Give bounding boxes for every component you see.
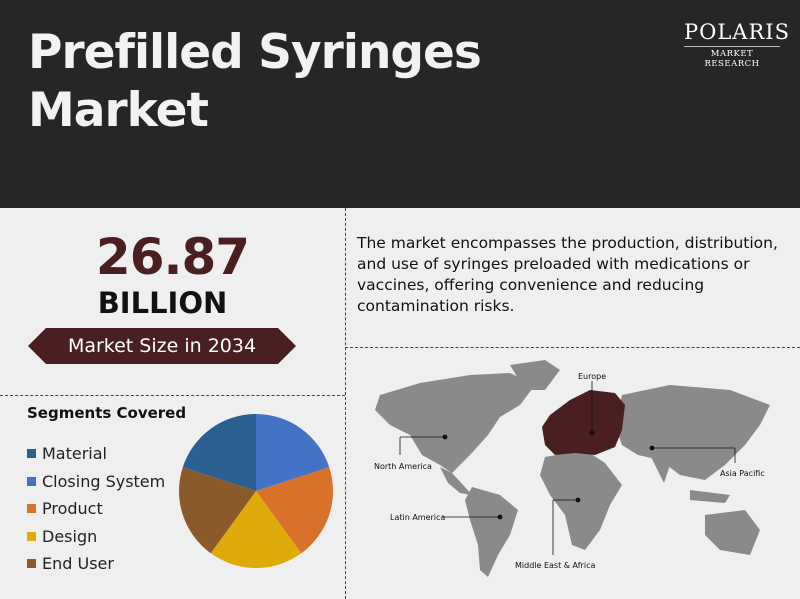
north-america-shape: [375, 373, 535, 473]
greenland-shape: [510, 360, 560, 390]
south-america-shape: [465, 487, 518, 577]
pie-slice-product: [256, 467, 333, 554]
pie-slice-material: [182, 414, 256, 491]
europe-shape: [542, 390, 625, 455]
map-leaders: [399, 381, 736, 555]
legend-label: Design: [42, 526, 98, 546]
legend-item: Closing System: [27, 468, 165, 496]
legend-swatch: [27, 449, 36, 459]
legend-swatch: [27, 476, 36, 486]
label-europe: Europe: [578, 372, 606, 381]
indonesia-shape: [690, 490, 730, 503]
pie-slice-closing-system: [256, 414, 330, 491]
market-size-banner: Market Size in 2034: [28, 328, 296, 364]
central-america-shape: [440, 467, 472, 495]
market-value: 26.87: [95, 228, 250, 286]
legend-item: Design: [27, 523, 165, 551]
pie-slice-end-user: [179, 467, 256, 554]
label-middle-east-africa: Middle East & Africa: [515, 561, 595, 570]
logo: POLARIS MARKET RESEARCH: [684, 20, 790, 69]
label-latin-america: Latin America: [390, 513, 445, 522]
market-unit: BILLION: [97, 286, 228, 320]
segments-pie-chart: [179, 414, 333, 568]
legend-item: End User: [27, 550, 165, 578]
legend-label: Closing System: [42, 471, 166, 491]
logo-tagline: MARKET RESEARCH: [704, 49, 760, 69]
divider-vertical: [345, 208, 346, 599]
legend-label: End User: [42, 554, 114, 574]
divider-left: [0, 395, 345, 396]
legend-item: Product: [27, 495, 165, 523]
label-asia-pacific: Asia Pacific: [720, 469, 765, 478]
segments-legend: Material Closing System Product Design End U…: [27, 440, 165, 578]
asia-shape: [615, 385, 770, 480]
divider-right: [345, 347, 800, 348]
legend-swatch: [27, 531, 36, 541]
world-map: Europe North America Asia Pacific Latin …: [374, 360, 770, 577]
segments-title: Segments Covered: [27, 404, 187, 422]
map-base: [375, 360, 770, 577]
market-description: The market encompasses the production, d…: [357, 234, 778, 315]
label-north-america: North America: [374, 462, 432, 471]
legend-label: Material: [42, 444, 107, 464]
legend-label: Product: [42, 499, 103, 519]
legend-swatch: [27, 504, 36, 514]
header: Prefilled Syringes Market POLARIS MARKET…: [0, 0, 800, 208]
page-title: Prefilled Syringes Market: [28, 25, 482, 138]
india-shape: [650, 455, 672, 483]
australia-shape: [705, 510, 760, 555]
logo-divider: [684, 46, 780, 47]
legend-swatch: [27, 559, 36, 569]
pie-slice-design: [210, 491, 302, 568]
logo-name: POLARIS: [684, 20, 790, 44]
africa-shape: [540, 450, 622, 550]
legend-item: Material: [27, 440, 165, 468]
